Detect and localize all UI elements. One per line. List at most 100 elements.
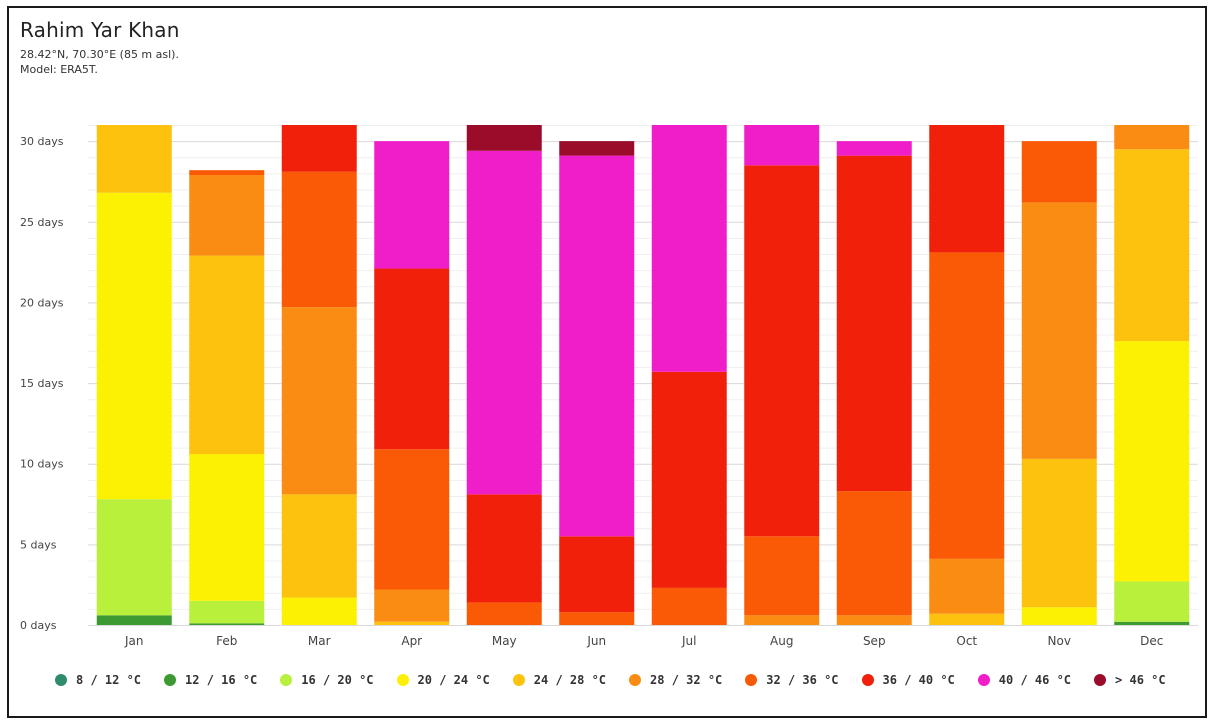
bar-segment bbox=[189, 623, 265, 625]
x-tick-label: Apr bbox=[401, 634, 422, 648]
chart-subtitle: 28.42°N, 70.30°E (85 m asl). Model: ERA5… bbox=[20, 47, 179, 77]
bar-segment bbox=[651, 587, 727, 625]
legend: 8 / 12 °C 12 / 16 °C 16 / 20 °C 20 / 24 °C 2… bbox=[55, 671, 1195, 689]
x-tick-label: May bbox=[492, 634, 517, 648]
bar-segment bbox=[836, 155, 912, 492]
legend-swatch bbox=[280, 674, 293, 686]
legend-item[interactable]: > 46 °C bbox=[1094, 671, 1166, 689]
bar-segment bbox=[189, 454, 265, 601]
bar-segment bbox=[929, 558, 1005, 614]
bar-segment bbox=[559, 141, 635, 156]
legend-swatch bbox=[861, 674, 874, 686]
legend-label: > 46 °C bbox=[1115, 673, 1166, 687]
x-tick-label: Jun bbox=[586, 634, 606, 648]
bar-segment bbox=[744, 615, 820, 625]
bar-segment bbox=[744, 165, 820, 537]
bar-segment bbox=[466, 125, 542, 151]
x-tick-label: Oct bbox=[956, 634, 977, 648]
bar-segment bbox=[96, 192, 172, 500]
y-tick-label: 15 days bbox=[20, 377, 64, 390]
bar-segment bbox=[466, 150, 542, 495]
legend-swatch bbox=[164, 674, 177, 686]
bar-segment bbox=[1021, 141, 1097, 203]
bar-segment bbox=[189, 175, 265, 256]
bar-segment bbox=[374, 449, 450, 590]
bar-segment bbox=[466, 602, 542, 625]
bar-segment bbox=[374, 589, 450, 622]
legend-item[interactable]: 28 / 32 °C bbox=[629, 671, 722, 689]
bar-segment bbox=[281, 171, 357, 308]
bar-segment bbox=[1021, 607, 1097, 625]
legend-label: 28 / 32 °C bbox=[650, 673, 723, 687]
legend-item[interactable]: 36 / 40 °C bbox=[861, 671, 955, 689]
bars bbox=[96, 125, 1190, 625]
legend-item[interactable]: 8 / 12 °C bbox=[55, 671, 141, 689]
bar-segment bbox=[374, 621, 450, 625]
bar-segment bbox=[929, 125, 1005, 253]
bar-segment bbox=[96, 499, 172, 616]
bar-segment bbox=[651, 125, 727, 372]
bar-segment bbox=[1114, 125, 1190, 150]
legend-item[interactable]: 16 / 20 °C bbox=[280, 671, 374, 689]
bar-segment bbox=[559, 612, 635, 625]
legend-swatch bbox=[1094, 674, 1107, 686]
legend-swatch bbox=[55, 674, 67, 686]
x-tick-label: Mar bbox=[308, 634, 331, 648]
bar-segment bbox=[374, 268, 450, 450]
gridlines bbox=[88, 125, 1198, 626]
bar-segment bbox=[836, 491, 912, 616]
x-tick-label: Jan bbox=[124, 634, 144, 648]
chart-title: Rahim Yar Khan bbox=[20, 18, 180, 42]
model-label: Model: ERA5T. bbox=[20, 63, 98, 76]
y-tick-label: 30 days bbox=[20, 135, 64, 148]
legend-label: 20 / 24 °C bbox=[417, 673, 490, 687]
bar-segment bbox=[929, 613, 1005, 625]
legend-label: 8 / 12 °C bbox=[76, 673, 142, 687]
x-tick-label: Jul bbox=[681, 634, 696, 648]
y-tick-label: 20 days bbox=[20, 296, 64, 309]
y-tick-label: 25 days bbox=[20, 216, 64, 229]
bar-segment bbox=[651, 371, 727, 588]
bar-segment bbox=[374, 141, 450, 269]
bar-segment bbox=[929, 252, 1005, 559]
y-tick-label: 5 days bbox=[20, 538, 57, 551]
legend-swatch bbox=[745, 674, 758, 686]
bar-segment bbox=[189, 600, 265, 624]
bar-segment bbox=[281, 597, 357, 625]
bar-segment bbox=[1021, 458, 1097, 608]
legend-item[interactable]: 20 / 24 °C bbox=[396, 671, 490, 689]
legend-label: 24 / 28 °C bbox=[533, 673, 607, 687]
bar-segment bbox=[189, 170, 265, 175]
bar-segment bbox=[281, 307, 357, 495]
legend-swatch bbox=[396, 674, 409, 686]
bar-segment bbox=[1021, 202, 1097, 459]
bar-segment bbox=[1114, 341, 1190, 582]
bar-segment bbox=[1114, 621, 1190, 625]
legend-swatch bbox=[629, 674, 642, 686]
legend-item[interactable]: 32 / 36 °C bbox=[745, 671, 839, 689]
legend-item[interactable]: 12 / 16 °C bbox=[164, 671, 257, 689]
bar-segment bbox=[559, 536, 635, 613]
bar-segment bbox=[744, 125, 820, 166]
x-axis-labels: Jan Feb Mar Apr May Jun Jul Aug Sep Oct Nov Dec bbox=[124, 634, 1163, 648]
legend-item[interactable]: 24 / 28 °C bbox=[512, 671, 607, 689]
legend-label: 32 / 36 °C bbox=[766, 673, 839, 687]
location-coords: 28.42°N, 70.30°E (85 m asl). bbox=[20, 48, 179, 61]
bar-segment bbox=[96, 615, 172, 625]
legend-label: 16 / 20 °C bbox=[301, 673, 374, 687]
x-tick-label: Nov bbox=[1048, 634, 1071, 648]
y-axis-labels: 0 days 5 days 10 days 15 days 20 days 25 days… bbox=[20, 135, 64, 632]
bar-segment bbox=[1114, 581, 1190, 622]
x-tick-label: Sep bbox=[863, 634, 886, 648]
x-tick-label: Feb bbox=[216, 634, 237, 648]
x-tick-label: Dec bbox=[1140, 634, 1163, 648]
y-tick-label: 0 days bbox=[20, 619, 57, 632]
legend-item[interactable]: 40 / 46 °C bbox=[977, 671, 1071, 689]
bar-segment bbox=[559, 155, 635, 537]
bar-segment bbox=[836, 615, 912, 625]
legend-label: 12 / 16 °C bbox=[185, 673, 258, 687]
legend-swatch bbox=[977, 674, 990, 686]
bar-segment bbox=[744, 536, 820, 616]
bar-segment bbox=[1114, 149, 1190, 342]
